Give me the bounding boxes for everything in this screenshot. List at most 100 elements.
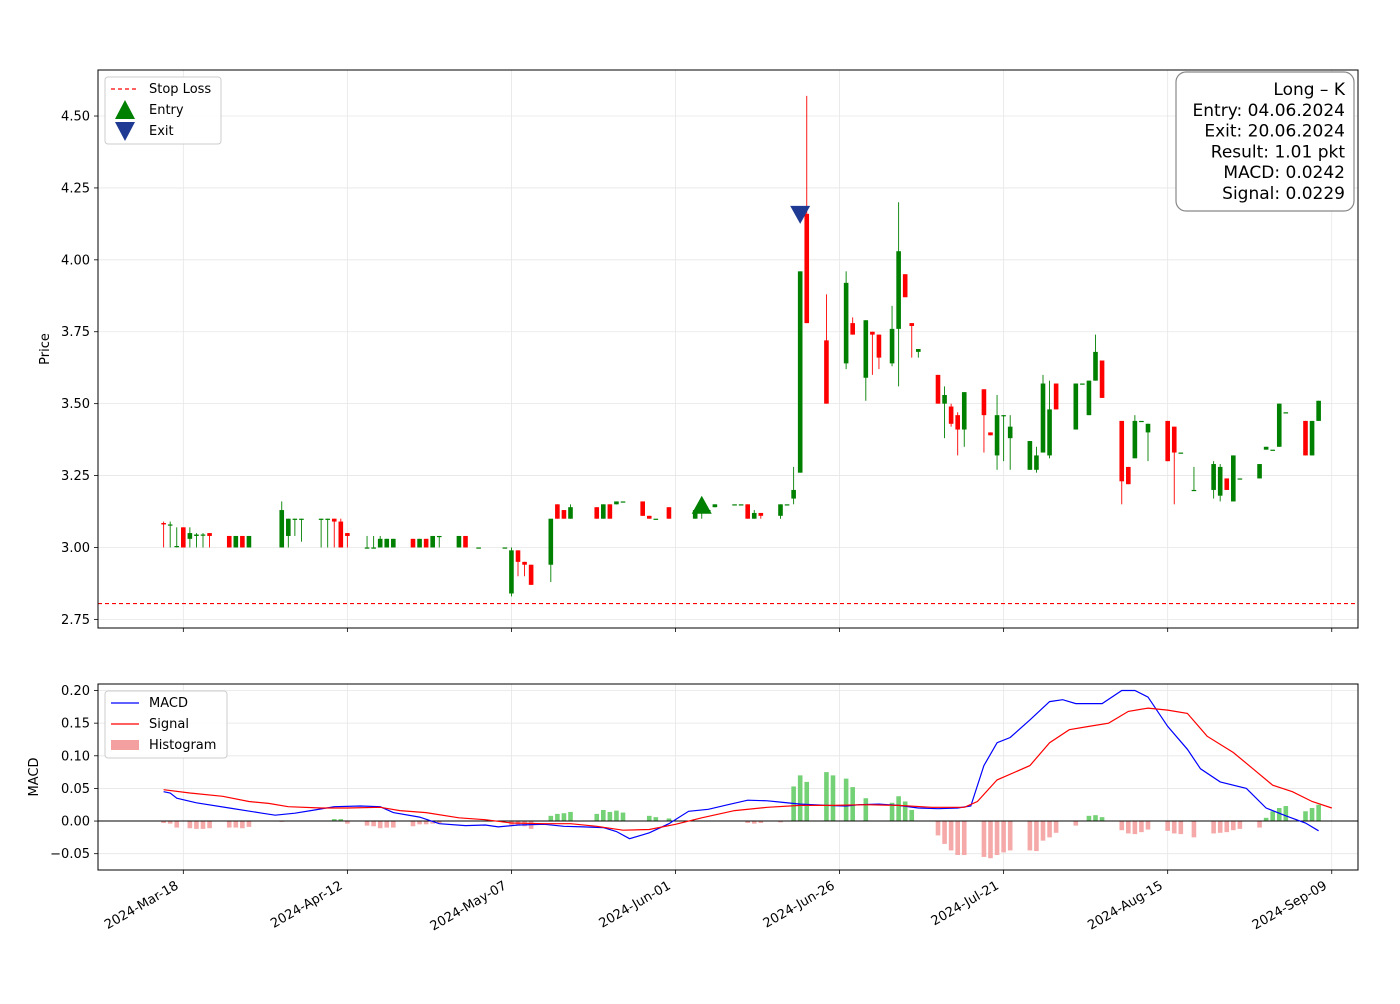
legend-histogram-swatch bbox=[111, 740, 139, 750]
candle-body bbox=[463, 535, 468, 548]
histogram-bar bbox=[1093, 815, 1098, 822]
histogram-bar bbox=[1165, 821, 1170, 831]
trade-info-line: Long – K bbox=[1273, 80, 1345, 100]
histogram-bar bbox=[614, 810, 619, 822]
macd-xtick-label: 2024-Jun-01 bbox=[597, 878, 674, 931]
histogram-bar bbox=[1263, 817, 1269, 822]
candle-body bbox=[391, 538, 396, 548]
candle-body bbox=[594, 507, 600, 519]
legend-stop-loss-label: Stop Loss bbox=[149, 82, 211, 97]
histogram-bar bbox=[167, 821, 173, 824]
price-legend-frame bbox=[104, 76, 222, 145]
histogram-bar bbox=[1178, 821, 1184, 835]
candle-body bbox=[902, 274, 908, 298]
histogram-bar bbox=[1283, 806, 1289, 822]
trade-info-frame bbox=[1175, 71, 1355, 212]
candle-body bbox=[410, 538, 416, 548]
candle-body bbox=[286, 518, 291, 536]
candle-body bbox=[666, 507, 672, 519]
histogram-bar bbox=[988, 821, 993, 859]
price-axes-background bbox=[98, 70, 1358, 628]
candle-body bbox=[758, 512, 764, 516]
candle-body bbox=[436, 535, 442, 538]
candle-body bbox=[620, 501, 626, 503]
histogram-bar bbox=[758, 821, 764, 824]
trade-info-line: Entry: 04.06.2024 bbox=[1193, 101, 1345, 121]
histogram-bar bbox=[955, 821, 960, 855]
histogram-bar bbox=[607, 811, 613, 822]
histogram-bar bbox=[548, 815, 554, 822]
candle-body bbox=[1053, 383, 1059, 410]
macd-axes-background bbox=[98, 684, 1358, 870]
candle-body bbox=[299, 518, 304, 520]
candle-body bbox=[338, 521, 344, 548]
histogram-bar bbox=[555, 813, 560, 822]
candle-body bbox=[640, 501, 645, 516]
candle-body bbox=[384, 538, 390, 548]
candle-body bbox=[1027, 441, 1033, 470]
histogram-bar bbox=[1309, 808, 1315, 822]
histogram-bar bbox=[896, 796, 901, 822]
histogram-bar bbox=[824, 772, 829, 822]
candle-body bbox=[1007, 426, 1013, 439]
histogram-bar bbox=[1053, 821, 1059, 833]
candle-body bbox=[1178, 452, 1184, 454]
price-ytick-label: 3.75 bbox=[61, 325, 90, 340]
candle-body bbox=[226, 535, 232, 548]
histogram-bar bbox=[1001, 821, 1006, 853]
candle-body bbox=[207, 533, 212, 536]
histogram-bar bbox=[240, 821, 245, 829]
histogram-bar bbox=[863, 798, 869, 822]
candle-body bbox=[732, 504, 737, 506]
candle-body bbox=[614, 501, 619, 505]
price-ytick-label: 3.25 bbox=[61, 469, 90, 484]
histogram-bar bbox=[194, 821, 199, 829]
candle-body bbox=[161, 523, 166, 525]
histogram-bar bbox=[345, 821, 350, 824]
candle-body bbox=[935, 374, 941, 404]
histogram-bar bbox=[1231, 821, 1236, 831]
candle-body bbox=[167, 524, 173, 526]
candle-body bbox=[1034, 455, 1039, 470]
macd-ytick-label: 0.15 bbox=[61, 717, 90, 732]
macd-axes-frame bbox=[97, 683, 1359, 871]
histogram-bar bbox=[1047, 821, 1052, 838]
macd-panel: 2024-Mar-18 2024-Apr-12 2024-May-07 2024-Ju… bbox=[27, 683, 1359, 934]
histogram-bar bbox=[961, 821, 967, 855]
histogram-bar bbox=[430, 821, 435, 824]
histogram-bar bbox=[161, 821, 166, 824]
legend-macd-label: MACD bbox=[149, 696, 188, 711]
histogram-bar bbox=[1073, 821, 1079, 826]
candle-body bbox=[561, 510, 567, 519]
candle-body bbox=[240, 535, 245, 548]
candle-body bbox=[522, 561, 527, 565]
histogram-bar bbox=[1237, 821, 1243, 829]
histogram-bar bbox=[1099, 817, 1105, 822]
candle-body bbox=[843, 282, 849, 364]
candle-body bbox=[502, 547, 508, 549]
candle-body bbox=[246, 535, 252, 548]
candle-body bbox=[692, 510, 698, 519]
candle-body bbox=[1211, 464, 1216, 490]
exit-marker bbox=[790, 205, 811, 224]
histogram-bar bbox=[1034, 821, 1039, 852]
candle-body bbox=[607, 504, 613, 519]
candle-body bbox=[1132, 420, 1138, 459]
histogram-bar bbox=[233, 821, 239, 828]
macd-ytick-label: 0.00 bbox=[61, 815, 90, 830]
histogram-bar bbox=[417, 821, 422, 825]
macd-ytick-label: 0.10 bbox=[61, 749, 90, 764]
signal-line bbox=[163, 707, 1332, 831]
histogram-bar bbox=[246, 821, 252, 827]
histogram-bar bbox=[561, 813, 567, 822]
histogram-bar bbox=[410, 821, 416, 827]
candle-body bbox=[371, 547, 376, 549]
macd-xtick-label: 2024-May-07 bbox=[428, 878, 510, 934]
candle-body bbox=[909, 323, 915, 326]
legend-entry-label: Entry bbox=[149, 103, 184, 118]
candle-body bbox=[1047, 409, 1052, 456]
candle-body bbox=[824, 340, 829, 404]
histogram-bar bbox=[1119, 821, 1125, 831]
histogram-bar bbox=[1126, 821, 1131, 834]
